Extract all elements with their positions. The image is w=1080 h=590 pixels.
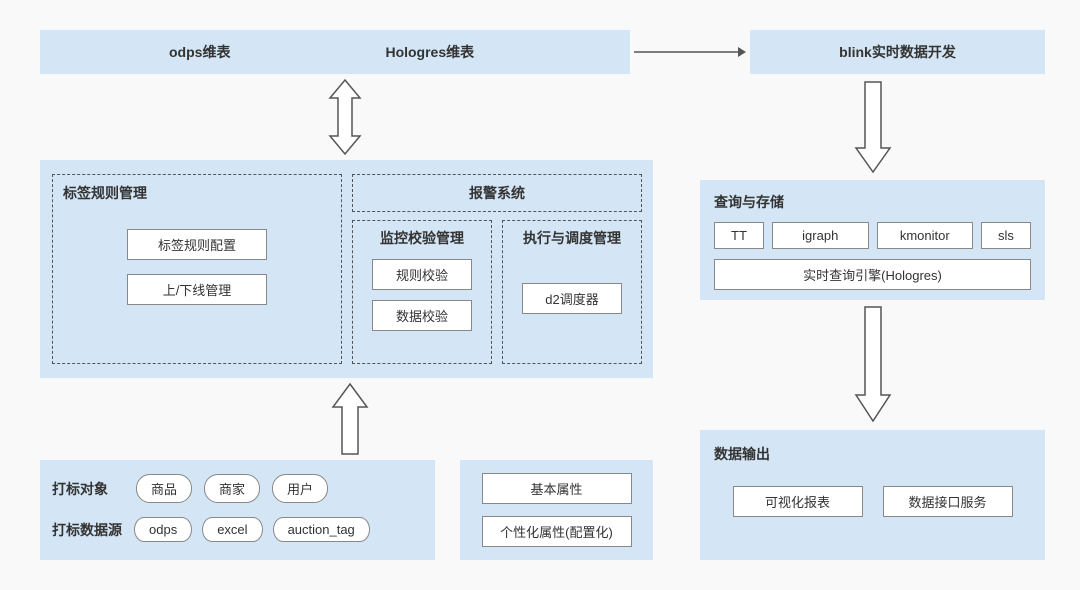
down-arrow-blink-icon xyxy=(848,80,898,175)
source-excel: excel xyxy=(202,517,262,542)
bottom-middle-panel: 基本属性 个性化属性(配置化) xyxy=(460,460,653,560)
target-pill-user: 用户 xyxy=(272,474,328,503)
output-panel-title: 数据输出 xyxy=(714,444,1031,464)
query-panel-title: 查询与存储 xyxy=(714,192,1031,212)
source-label: 打标数据源 xyxy=(52,520,124,540)
monitor-group-title: 监控校验管理 xyxy=(353,221,491,253)
query-tt-box: TT xyxy=(714,222,764,249)
output-report-box: 可视化报表 xyxy=(733,486,863,517)
rules-group: 标签规则管理 标签规则配置 上/下线管理 xyxy=(52,174,342,364)
basic-attr-box: 基本属性 xyxy=(482,473,632,504)
target-pill-goods: 商品 xyxy=(136,474,192,503)
query-panel: 查询与存储 TT igraph kmonitor sls 实时查询引擎(Holo… xyxy=(700,180,1045,300)
main-panel: 标签规则管理 标签规则配置 上/下线管理 报警系统 监控校验管理 规则校验 数据… xyxy=(40,160,653,378)
monitor-group: 监控校验管理 规则校验 数据校验 xyxy=(352,220,492,364)
rules-config-box: 标签规则配置 xyxy=(127,229,267,260)
data-check-box: 数据校验 xyxy=(372,300,472,331)
source-auction: auction_tag xyxy=(273,517,370,542)
exec-group: 执行与调度管理 d2调度器 xyxy=(502,220,642,364)
query-hologres-box: 实时查询引擎(Hologres) xyxy=(714,259,1031,290)
d2-scheduler-box: d2调度器 xyxy=(522,283,622,314)
exec-group-title: 执行与调度管理 xyxy=(503,221,641,253)
bottom-left-panel: 打标对象 商品 商家 用户 打标数据源 odps excel auction_t… xyxy=(40,460,435,560)
hologres-dim-label: Hologres维表 xyxy=(385,42,474,62)
output-api-box: 数据接口服务 xyxy=(883,486,1013,517)
target-pill-merchant: 商家 xyxy=(204,474,260,503)
top-dim-panel: odps维表 Hologres维表 xyxy=(40,30,630,74)
rules-group-title: 标签规则管理 xyxy=(53,175,341,209)
custom-attr-box: 个性化属性(配置化) xyxy=(482,516,632,547)
online-offline-box: 上/下线管理 xyxy=(127,274,267,305)
query-kmonitor-box: kmonitor xyxy=(877,222,974,249)
alarm-group-title: 报警系统 xyxy=(353,175,641,211)
bidir-arrow-icon xyxy=(320,78,370,156)
odps-dim-label: odps维表 xyxy=(169,42,230,62)
down-arrow-query-icon xyxy=(848,305,898,425)
alarm-group: 报警系统 xyxy=(352,174,642,212)
blink-panel: blink实时数据开发 xyxy=(750,30,1045,74)
blink-label: blink实时数据开发 xyxy=(839,42,956,62)
target-label: 打标对象 xyxy=(52,479,124,499)
query-sls-box: sls xyxy=(981,222,1031,249)
right-line-arrow-icon xyxy=(632,42,748,62)
source-odps: odps xyxy=(134,517,192,542)
query-igraph-box: igraph xyxy=(772,222,869,249)
rule-check-box: 规则校验 xyxy=(372,259,472,290)
output-panel: 数据输出 可视化报表 数据接口服务 xyxy=(700,430,1045,560)
up-arrow-icon xyxy=(325,382,375,457)
